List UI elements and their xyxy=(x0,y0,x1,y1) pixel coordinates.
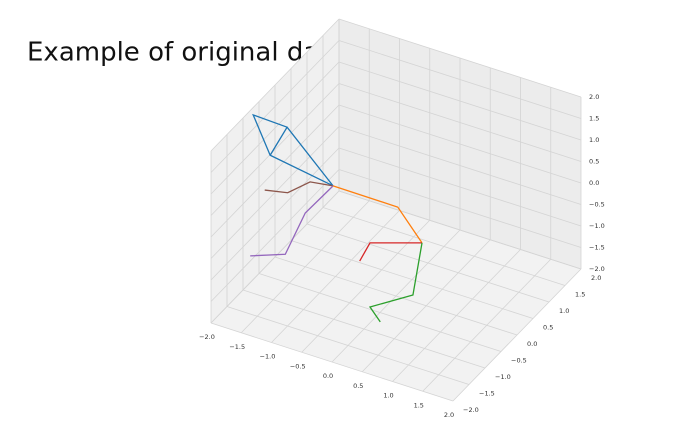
x-tick-label: −0.5 xyxy=(290,362,306,370)
y-tick-label: −1.0 xyxy=(495,373,511,381)
series-line xyxy=(250,185,334,257)
grid-line xyxy=(338,126,582,205)
y-tick-label: −2.0 xyxy=(463,406,479,414)
series-line xyxy=(359,242,423,262)
x-tick-label: 1.5 xyxy=(414,401,424,409)
z-tick-label: 1.0 xyxy=(589,136,599,144)
x-tick-label: −2.0 xyxy=(199,333,215,341)
grid-line xyxy=(338,40,582,119)
grid-line xyxy=(210,61,340,195)
grid-line xyxy=(210,126,340,259)
grid-line xyxy=(210,83,340,216)
grid-line xyxy=(242,289,486,369)
grid-line xyxy=(338,83,582,162)
grid-line xyxy=(322,207,566,286)
z-tick-label: 2.0 xyxy=(589,93,599,101)
y-tick-label: 1.5 xyxy=(575,291,585,299)
series-line xyxy=(368,242,423,323)
grid-line xyxy=(306,223,550,303)
z-tick-label: −2.0 xyxy=(589,265,605,273)
z-tick-label: −0.5 xyxy=(589,201,605,209)
y-tick-label: 2.0 xyxy=(591,274,601,282)
series-line xyxy=(264,181,334,194)
x-tick-label: 1.0 xyxy=(383,392,393,400)
grid-line xyxy=(210,18,340,152)
grid-line xyxy=(338,169,582,248)
grid-line xyxy=(338,190,582,270)
grid-line xyxy=(210,190,340,324)
chart-title: Example of original data xyxy=(27,38,345,68)
x-tick-label: −1.0 xyxy=(260,353,276,361)
z-tick-label: 0.0 xyxy=(589,179,599,187)
grid-line xyxy=(210,104,340,238)
grid-line xyxy=(290,240,534,319)
x-tick-label: 2.0 xyxy=(444,411,454,419)
grid-line xyxy=(338,147,582,227)
series-line xyxy=(332,185,423,244)
grid-line xyxy=(274,256,518,336)
x-tick-label: 0.5 xyxy=(353,382,363,390)
z-tick-label: −1.5 xyxy=(589,244,605,252)
grid-line xyxy=(258,273,502,352)
x-tick-label: 0.0 xyxy=(323,372,333,380)
grid-line xyxy=(226,306,470,385)
grid-line xyxy=(210,169,340,302)
grid-line xyxy=(338,18,582,98)
grid-line xyxy=(338,104,582,184)
series-line xyxy=(252,113,334,187)
y-tick-label: −1.5 xyxy=(479,390,495,398)
grid-line xyxy=(210,322,454,402)
y-tick-label: 0.5 xyxy=(543,324,553,332)
grid-line xyxy=(210,40,340,173)
y-tick-label: 0.0 xyxy=(527,340,537,348)
y-tick-label: −0.5 xyxy=(511,357,527,365)
z-tick-label: 0.5 xyxy=(589,158,599,166)
z-tick-label: −1.0 xyxy=(589,222,605,230)
grid-line xyxy=(338,61,582,141)
y-tick-label: 1.0 xyxy=(559,307,569,315)
z-tick-label: 1.5 xyxy=(589,115,599,123)
x-tick-label: −1.5 xyxy=(229,343,245,351)
grid-line xyxy=(210,147,340,281)
